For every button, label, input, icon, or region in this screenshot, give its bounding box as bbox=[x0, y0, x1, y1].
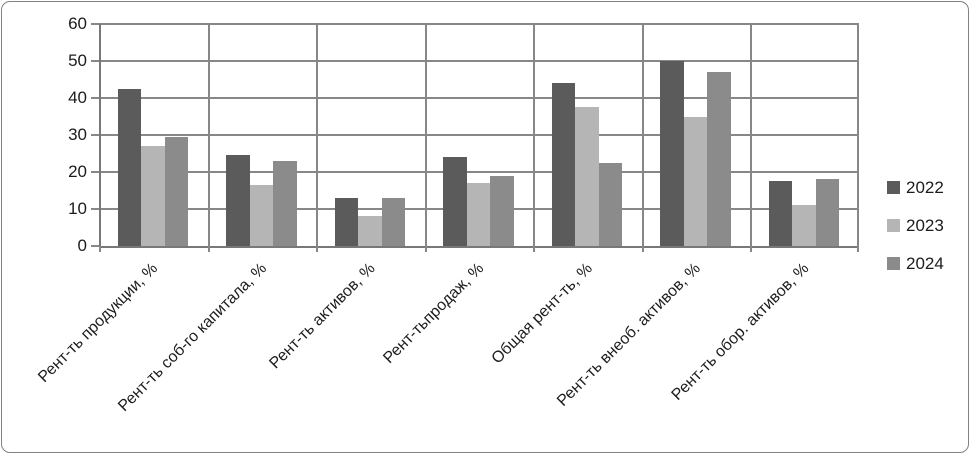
category-label: Рент-ть продукции, % bbox=[35, 260, 162, 386]
x-axis-tick bbox=[316, 246, 318, 252]
legend-label: 2024 bbox=[906, 254, 944, 273]
y-axis-tick-label: 10 bbox=[68, 199, 87, 218]
legend-swatch-icon bbox=[887, 257, 900, 270]
bar-2023-cat2 bbox=[358, 216, 382, 246]
bar-2024-cat5 bbox=[707, 72, 731, 246]
y-axis-tick bbox=[91, 208, 99, 210]
bar-2024-cat1 bbox=[273, 160, 297, 246]
gridline-vertical bbox=[857, 24, 859, 246]
legend-item-2022: 2022 bbox=[887, 179, 944, 196]
category-label: Общая рент-ть, % bbox=[488, 260, 596, 368]
bar-2024-cat6 bbox=[815, 179, 840, 246]
bar-2022-cat2 bbox=[334, 197, 359, 246]
y-axis-tick bbox=[91, 23, 99, 25]
bar-2022-cat5 bbox=[660, 61, 684, 246]
x-axis-tick bbox=[208, 246, 210, 252]
bar-2024-cat0 bbox=[164, 136, 188, 246]
gridline-vertical bbox=[316, 24, 318, 246]
x-axis-tick bbox=[750, 246, 752, 252]
y-axis-tick bbox=[91, 245, 99, 247]
y-axis-tick-label: 60 bbox=[68, 14, 87, 33]
gridline-horizontal bbox=[99, 171, 859, 173]
category-label: Рент-ть активов, % bbox=[266, 260, 379, 373]
bar-2022-cat4 bbox=[551, 83, 576, 246]
gridline-horizontal bbox=[99, 134, 859, 136]
category-label: Рент-тьпродаж, % bbox=[380, 260, 488, 367]
gridline-vertical bbox=[642, 24, 644, 246]
x-axis-tick bbox=[533, 246, 535, 252]
legend-swatch-icon bbox=[887, 181, 900, 194]
bar-2022-cat0 bbox=[117, 88, 141, 246]
y-axis-tick bbox=[91, 60, 99, 62]
y-axis-tick-label: 20 bbox=[68, 162, 87, 181]
bar-2022-cat1 bbox=[226, 155, 250, 246]
gridline-vertical bbox=[208, 24, 210, 246]
bar-2023-cat6 bbox=[792, 205, 816, 246]
bar-2024-cat4 bbox=[598, 162, 623, 246]
x-axis-line bbox=[99, 246, 859, 248]
legend-label: 2023 bbox=[906, 216, 944, 235]
x-axis-tick bbox=[857, 246, 859, 252]
legend-item-2023: 2023 bbox=[887, 217, 944, 234]
gridline-vertical bbox=[750, 24, 752, 246]
legend-item-2024: 2024 bbox=[887, 255, 944, 272]
x-axis-tick bbox=[425, 246, 427, 252]
bar-2023-cat0 bbox=[141, 146, 165, 246]
y-axis-tick bbox=[91, 134, 99, 136]
y-axis-tick-label: 30 bbox=[68, 125, 87, 144]
bar-2022-cat3 bbox=[443, 157, 467, 246]
y-axis-tick-label: 50 bbox=[68, 51, 87, 70]
y-axis-tick-label: 40 bbox=[68, 88, 87, 107]
x-axis-tick bbox=[99, 246, 101, 252]
y-axis-tick bbox=[91, 97, 99, 99]
gridline-vertical bbox=[533, 24, 535, 246]
legend: 2022 2023 2024 bbox=[887, 179, 944, 293]
bar-2023-cat4 bbox=[575, 107, 599, 246]
y-axis-line bbox=[99, 24, 101, 246]
bar-2023-cat3 bbox=[466, 183, 491, 246]
bar-2022-cat6 bbox=[768, 181, 793, 246]
gridline-vertical bbox=[425, 24, 427, 246]
gridline-horizontal bbox=[99, 23, 859, 25]
gridline-horizontal bbox=[99, 97, 859, 99]
bar-2023-cat5 bbox=[683, 116, 708, 246]
legend-swatch-icon bbox=[887, 219, 900, 232]
legend-label: 2022 bbox=[906, 178, 944, 197]
plot-area bbox=[91, 23, 859, 252]
gridline-horizontal bbox=[99, 60, 859, 62]
x-axis-tick bbox=[642, 246, 644, 252]
y-axis-tick-label: 0 bbox=[77, 236, 87, 255]
bar-2024-cat3 bbox=[490, 175, 514, 246]
bar-2023-cat1 bbox=[249, 184, 274, 246]
y-axis-tick bbox=[91, 171, 99, 173]
bar-2024-cat2 bbox=[381, 197, 406, 246]
